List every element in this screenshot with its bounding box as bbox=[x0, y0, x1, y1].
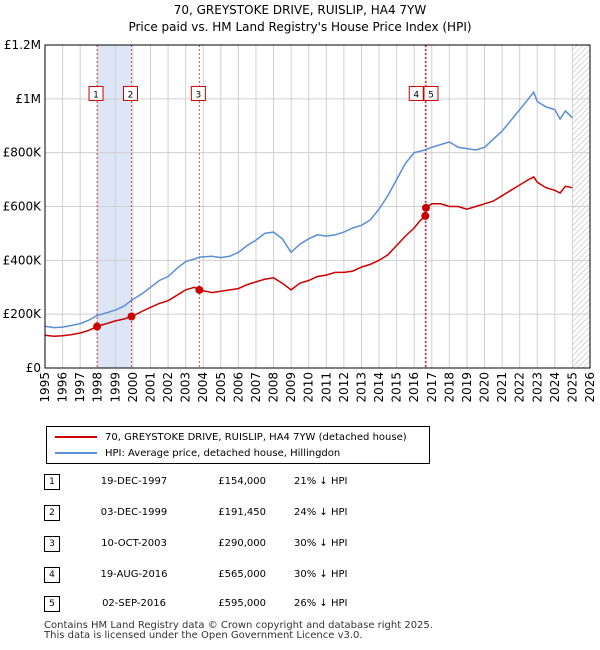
x-tick-label: 2018 bbox=[442, 372, 456, 403]
x-tick-label: 2004 bbox=[196, 372, 210, 403]
x-tick-label: 2015 bbox=[390, 372, 404, 403]
legend-label-property: 70, GREYSTOKE DRIVE, RUISLIP, HA4 7YW (d… bbox=[105, 431, 407, 443]
transaction-number: 3 bbox=[44, 536, 60, 552]
x-tick-label: 2003 bbox=[179, 372, 193, 403]
transaction-hpi: 30% ↓ HPI bbox=[294, 538, 348, 549]
transaction-price: £565,000 bbox=[218, 569, 266, 580]
transaction-price: £154,000 bbox=[218, 476, 266, 487]
sale-label-box bbox=[190, 85, 206, 101]
x-tick-label: 2008 bbox=[267, 372, 281, 403]
legend-item-hpi: HPI: Average price, detached house, Hill… bbox=[47, 445, 340, 461]
sale-label-text: 4 bbox=[413, 90, 419, 100]
legend: 70, GREYSTOKE DRIVE, RUISLIP, HA4 7YW (d… bbox=[46, 426, 430, 464]
transaction-date: 10-OCT-2003 bbox=[101, 538, 167, 549]
sale-label-box bbox=[423, 85, 439, 101]
transaction-price: £290,000 bbox=[218, 538, 266, 549]
x-tick-label: 2005 bbox=[214, 372, 228, 403]
hpi-line bbox=[44, 90, 573, 329]
x-tick-label: 2011 bbox=[319, 372, 333, 403]
x-tick-label: 2010 bbox=[302, 372, 316, 403]
table-row: 2 03-DEC-1999 £191,450 24% ↓ HPI bbox=[44, 505, 404, 523]
y-tick-label: £600K bbox=[3, 200, 43, 214]
x-tick-label: 2026 bbox=[583, 372, 597, 403]
x-tick-label: 2007 bbox=[249, 372, 263, 403]
table-row: 5 02-SEP-2016 £595,000 26% ↓ HPI bbox=[44, 596, 404, 614]
sale-point bbox=[93, 322, 102, 331]
legend-swatch-hpi bbox=[55, 452, 97, 454]
transaction-hpi: 24% ↓ HPI bbox=[294, 507, 348, 518]
x-tick-label: 2009 bbox=[284, 372, 298, 403]
transaction-date: 19-AUG-2016 bbox=[100, 569, 168, 580]
sale-label-5: 5 bbox=[423, 85, 439, 101]
price-chart: 1 2 3 4 5 £0 £200K £400K £600K £800K £1M £1.2M 1995 1… bbox=[3, 38, 597, 403]
x-tick-label: 2021 bbox=[495, 372, 509, 403]
x-tick-label: 2013 bbox=[354, 372, 368, 403]
y-tick-label: £0 bbox=[26, 361, 41, 375]
x-tick-label: 2016 bbox=[407, 372, 421, 403]
sale-label-text: 1 bbox=[93, 90, 99, 100]
x-tick-label: 2001 bbox=[143, 372, 157, 403]
table-row: 4 19-AUG-2016 £565,000 30% ↓ HPI bbox=[44, 567, 404, 585]
transaction-price: £191,450 bbox=[218, 507, 266, 518]
transaction-hpi: 26% ↓ HPI bbox=[294, 598, 348, 609]
sale-label-box bbox=[408, 85, 424, 101]
sale-label-text: 2 bbox=[128, 90, 134, 100]
sale-label-text: 3 bbox=[195, 90, 201, 100]
y-tick-label: £800K bbox=[3, 146, 43, 160]
y-tick-label: £400K bbox=[3, 253, 43, 267]
x-tick-label: 2006 bbox=[231, 372, 245, 403]
x-tick-label: 1998 bbox=[91, 372, 105, 403]
x-tick-label: 1996 bbox=[56, 372, 70, 403]
sale-label-box bbox=[122, 85, 138, 101]
transaction-number: 2 bbox=[44, 505, 60, 521]
table-row: 3 10-OCT-2003 £290,000 30% ↓ HPI bbox=[44, 536, 404, 554]
x-tick-label: 2019 bbox=[460, 372, 474, 403]
legend-item-property: 70, GREYSTOKE DRIVE, RUISLIP, HA4 7YW (d… bbox=[47, 429, 407, 445]
sale-point bbox=[421, 203, 430, 212]
sale-label-box bbox=[88, 85, 104, 101]
x-tick-label: 2023 bbox=[530, 372, 544, 403]
sale-point bbox=[421, 211, 430, 220]
legend-swatch-property bbox=[55, 436, 97, 438]
x-tick-label: 2025 bbox=[565, 372, 579, 403]
chart-title: 70, GREYSTOKE DRIVE, RUISLIP, HA4 7YW bbox=[173, 3, 427, 17]
sale-label-1: 1 bbox=[88, 85, 104, 101]
transaction-date: 19-DEC-1997 bbox=[100, 476, 168, 487]
sale-label-4: 4 bbox=[408, 85, 424, 101]
legend-label-hpi: HPI: Average price, detached house, Hill… bbox=[105, 447, 341, 459]
transaction-date: 03-DEC-1999 bbox=[100, 507, 168, 518]
x-tick-label: 2000 bbox=[126, 372, 140, 403]
sale-label-2: 2 bbox=[122, 85, 138, 101]
sale-point bbox=[127, 312, 136, 321]
transaction-number: 1 bbox=[44, 474, 60, 490]
x-tick-label: 1995 bbox=[38, 372, 52, 403]
transaction-number: 5 bbox=[44, 596, 60, 612]
chart-subtitle: Price paid vs. HM Land Registry's House … bbox=[128, 20, 472, 34]
x-tick-label: 1997 bbox=[73, 372, 87, 403]
sale-point bbox=[195, 285, 204, 294]
x-tick-label: 1999 bbox=[108, 372, 122, 403]
x-tick-label: 2014 bbox=[372, 372, 386, 403]
y-tick-label: £1.2M bbox=[4, 38, 41, 52]
sale-label-text: 5 bbox=[428, 90, 434, 100]
x-tick-label: 2024 bbox=[548, 372, 562, 403]
transaction-number: 4 bbox=[44, 567, 60, 583]
footer-licence: This data is licensed under the Open Gov… bbox=[44, 630, 363, 641]
transaction-hpi: 30% ↓ HPI bbox=[294, 569, 348, 580]
x-tick-label: 2012 bbox=[337, 372, 351, 403]
transaction-hpi: 21% ↓ HPI bbox=[294, 476, 348, 487]
transaction-date: 02-SEP-2016 bbox=[102, 598, 166, 609]
x-tick-label: 2022 bbox=[513, 372, 527, 403]
plot-frame bbox=[44, 44, 591, 369]
y-tick-label: £200K bbox=[3, 307, 43, 321]
footer-copyright: Contains HM Land Registry data © Crown c… bbox=[44, 620, 433, 631]
y-tick-label: £1M bbox=[15, 92, 41, 106]
x-tick-label: 2002 bbox=[161, 372, 175, 403]
property-price-line bbox=[44, 175, 573, 337]
table-row: 1 19-DEC-1997 £154,000 21% ↓ HPI bbox=[44, 474, 404, 492]
transaction-price: £595,000 bbox=[218, 598, 266, 609]
sale-label-3: 3 bbox=[190, 85, 206, 101]
x-tick-label: 2017 bbox=[425, 372, 439, 403]
x-tick-label: 2020 bbox=[478, 372, 492, 403]
